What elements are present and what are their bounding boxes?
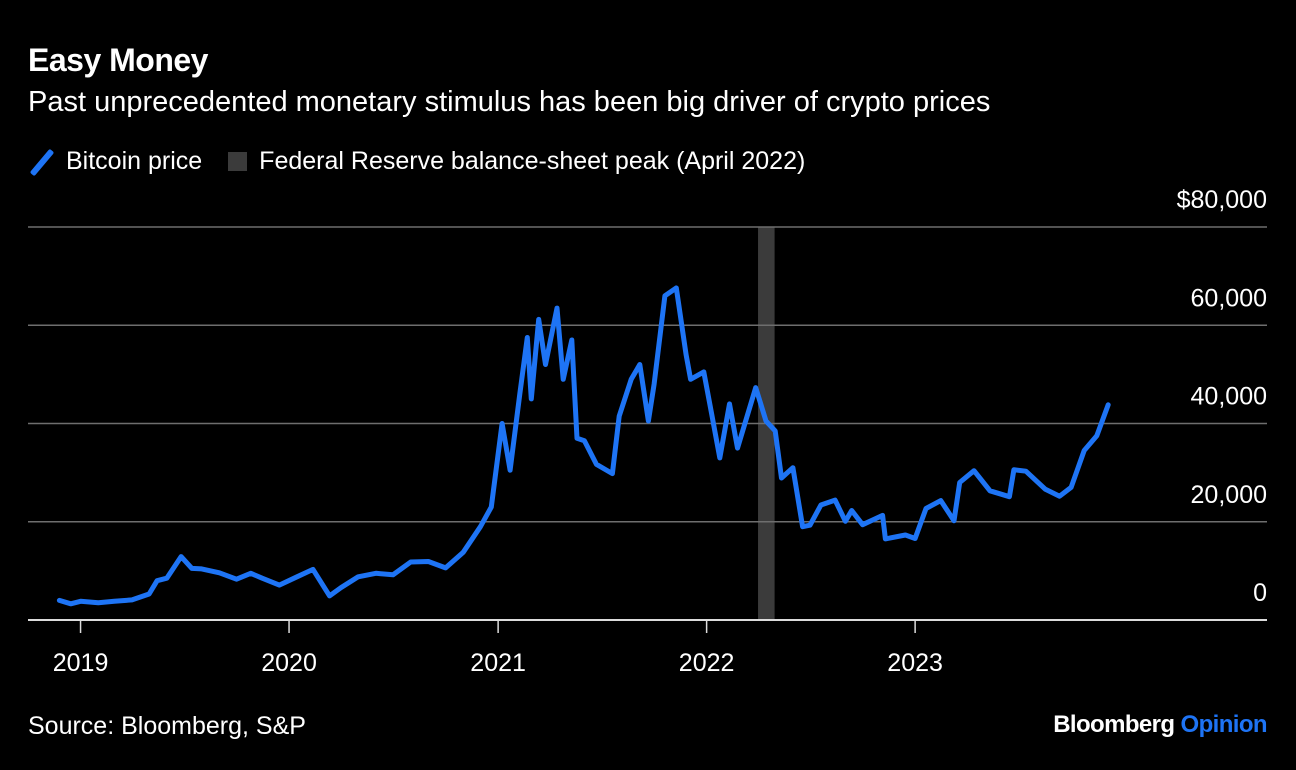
x-tick-label: 2019 [53, 649, 109, 677]
x-tick-label: 2020 [261, 649, 317, 677]
bloomberg-opinion-logo: Bloomberg Opinion [1053, 711, 1267, 738]
y-tick-label: $80,000 [1177, 186, 1267, 214]
source-note: Source: Bloomberg, S&P [28, 712, 306, 740]
legend-label-bitcoin: Bitcoin price [66, 147, 203, 175]
y-tick-label: 40,000 [1191, 383, 1267, 411]
bitcoin-price-line [56, 285, 1111, 607]
legend-label-fed-peak: Federal Reserve balance-sheet peak (Apri… [259, 147, 806, 175]
legend-band-icon [228, 152, 248, 171]
x-tick-label: 2023 [887, 649, 943, 677]
y-tick-label: 20,000 [1191, 481, 1267, 509]
x-tick-label: 2022 [679, 649, 735, 677]
y-tick-label: 0 [1253, 579, 1267, 607]
chart-subtitle: Past unprecedented monetary stimulus has… [28, 86, 991, 118]
y-tick-label: 60,000 [1191, 284, 1267, 312]
legend: Bitcoin price Federal Reserve balance-sh… [28, 147, 805, 176]
x-tick-label: 2021 [470, 649, 526, 677]
chart-title: Easy Money [28, 42, 208, 78]
